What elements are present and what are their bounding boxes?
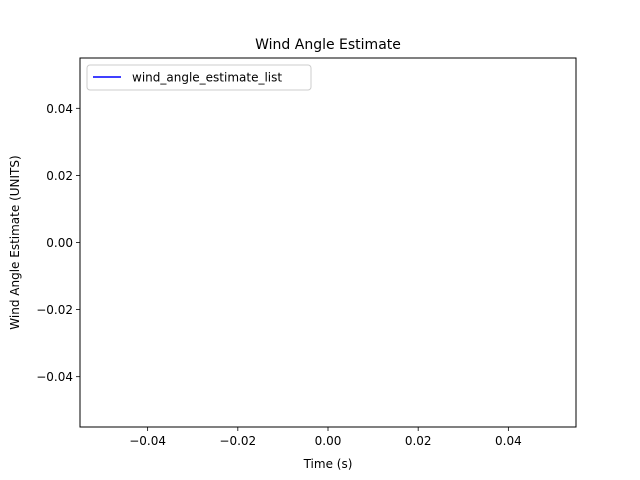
x-tick-label: 0.02 — [405, 434, 432, 448]
y-axis-label: Wind Angle Estimate (UNITS) — [8, 155, 22, 329]
x-tick-label: 0.04 — [495, 434, 522, 448]
y-axis: −0.04 −0.02 0.00 0.02 0.04 — [36, 102, 80, 384]
x-tick-label: 0.00 — [315, 434, 342, 448]
y-tick-label: 0.02 — [46, 169, 73, 183]
x-tick-label: −0.04 — [129, 434, 166, 448]
chart-title: Wind Angle Estimate — [255, 37, 401, 53]
y-tick-label: 0.00 — [46, 236, 73, 250]
x-axis: −0.04 −0.02 0.00 0.02 0.04 — [129, 427, 522, 448]
legend: wind_angle_estimate_list — [86, 64, 312, 91]
x-axis-label: Time (s) — [303, 457, 353, 471]
legend-label-wind-angle-estimate: wind_angle_estimate_list — [132, 71, 282, 85]
legend-box — [86, 64, 312, 91]
y-tick-label: 0.04 — [46, 102, 73, 116]
y-tick-label: −0.02 — [36, 303, 73, 317]
x-tick-label: −0.02 — [219, 434, 256, 448]
y-tick-label: −0.04 — [36, 370, 73, 384]
